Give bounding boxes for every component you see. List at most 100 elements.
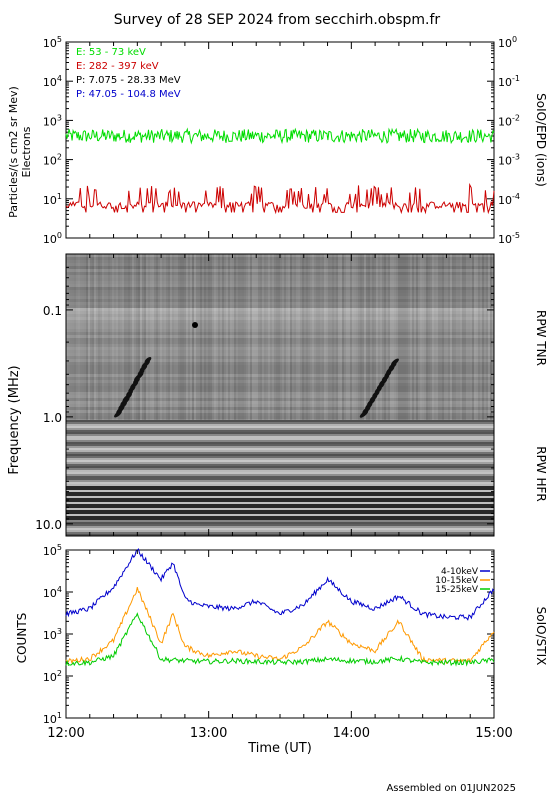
tnr-column xyxy=(408,254,410,420)
tnr-column xyxy=(68,254,70,420)
rpw-tick-label: 1.0 xyxy=(43,411,62,425)
tnr-column xyxy=(490,254,492,420)
tnr-column xyxy=(328,254,330,420)
tnr-column xyxy=(486,254,488,420)
hfr-stripe xyxy=(66,420,494,422)
tnr-column xyxy=(284,254,286,420)
tnr-column xyxy=(406,254,408,420)
rpw-ticks: 0.1 1.0 10.0 xyxy=(35,266,494,532)
tnr-band xyxy=(66,314,494,317)
stix-series-1 xyxy=(65,586,495,665)
tnr-column xyxy=(322,254,324,420)
tnr-column xyxy=(114,254,116,420)
x-tick-label: 14:00 xyxy=(333,726,370,741)
stix-tick-label: 105 xyxy=(43,543,62,558)
hfr-stripe xyxy=(66,502,494,504)
x-tick-label: 13:00 xyxy=(190,726,227,741)
tnr-column xyxy=(392,254,394,420)
tnr-band xyxy=(66,266,494,269)
epd-right-label: SoIO/EPD (ions) xyxy=(534,93,548,187)
tnr-band xyxy=(66,344,494,347)
tnr-column xyxy=(362,254,364,420)
tnr-column xyxy=(336,254,338,420)
tnr-column xyxy=(368,254,370,420)
epd-ticks: 100 10-5 101 10-4 102 10-3 103 10-2 104 10-1 105 10… xyxy=(43,35,520,246)
tnr-column xyxy=(78,254,80,420)
tnr-column xyxy=(272,254,274,420)
tnr-band xyxy=(66,269,494,272)
tnr-band xyxy=(66,296,494,299)
tnr-band xyxy=(66,368,494,371)
tnr-band xyxy=(66,323,494,326)
tnr-band xyxy=(66,317,494,320)
hfr-stripe xyxy=(66,456,494,458)
tnr-column xyxy=(250,254,252,420)
tnr-column xyxy=(94,254,96,420)
tnr-column xyxy=(316,254,318,420)
hfr-stripe xyxy=(66,452,494,454)
rpw-tnr-label: RPW TNR xyxy=(534,310,548,366)
tnr-column xyxy=(222,254,224,420)
tnr-column xyxy=(132,254,134,420)
tnr-column xyxy=(330,254,332,420)
epd-right-tick-label: 10-4 xyxy=(498,192,520,207)
epd-right-tick-label: 100 xyxy=(498,35,517,50)
hfr-stripe xyxy=(66,444,494,446)
tnr-column xyxy=(188,254,190,420)
tnr-column xyxy=(320,254,322,420)
tnr-column xyxy=(214,254,216,420)
hfr-stripe xyxy=(66,448,494,450)
tnr-column xyxy=(230,254,232,420)
tnr-column xyxy=(440,254,442,420)
hfr-stripe xyxy=(66,422,494,424)
tnr-column xyxy=(384,254,386,420)
tnr-column xyxy=(470,254,472,420)
x-tick-label: 15:00 xyxy=(475,726,512,741)
tnr-column xyxy=(280,254,282,420)
tnr-band xyxy=(66,326,494,329)
tnr-column xyxy=(166,254,168,420)
epd-tick-label: 103 xyxy=(43,113,62,128)
tnr-band xyxy=(66,407,494,410)
tnr-column xyxy=(288,254,290,420)
tnr-column xyxy=(102,254,104,420)
hfr-stripe xyxy=(66,512,494,514)
tnr-column xyxy=(460,254,462,420)
tnr-column xyxy=(122,254,124,420)
epd-legend-entry: E: 282 - 397 keV xyxy=(76,61,159,72)
hfr-stripe xyxy=(66,458,494,460)
tnr-column xyxy=(92,254,94,420)
tnr-column xyxy=(436,254,438,420)
tnr-band xyxy=(66,284,494,287)
tnr-band xyxy=(66,347,494,350)
tnr-column xyxy=(414,254,416,420)
tnr-column xyxy=(340,254,342,420)
hfr-stripe xyxy=(66,510,494,512)
epd-series-electrons-high xyxy=(65,182,495,215)
tnr-column xyxy=(394,254,396,420)
stix-series-2 xyxy=(65,612,495,667)
tnr-column xyxy=(158,254,160,420)
hfr-stripe xyxy=(66,464,494,466)
tnr-column xyxy=(242,254,244,420)
hfr-stripe xyxy=(66,450,494,452)
tnr-column xyxy=(382,254,384,420)
tnr-column xyxy=(240,254,242,420)
tnr-column xyxy=(198,254,200,420)
tnr-column xyxy=(404,254,406,420)
tnr-column xyxy=(478,254,480,420)
chart-title: Survey of 28 SEP 2024 from secchirh.obsp… xyxy=(114,12,441,28)
tnr-column xyxy=(380,254,382,420)
tnr-column xyxy=(254,254,256,420)
tnr-column xyxy=(124,254,126,420)
epd-ylabel-line2: Electrons xyxy=(20,126,33,177)
hfr-stripe xyxy=(66,470,494,472)
rpw-panel: Frequency (MHz) RPW TNR RPW HFR 0.1 1.0 10… xyxy=(7,253,548,537)
tnr-column xyxy=(334,254,336,420)
tnr-column xyxy=(430,254,432,420)
tnr-column xyxy=(192,254,194,420)
tnr-band xyxy=(66,404,494,407)
stix-legend-entry: 4-10keV xyxy=(441,567,479,577)
tnr-column xyxy=(116,254,118,420)
